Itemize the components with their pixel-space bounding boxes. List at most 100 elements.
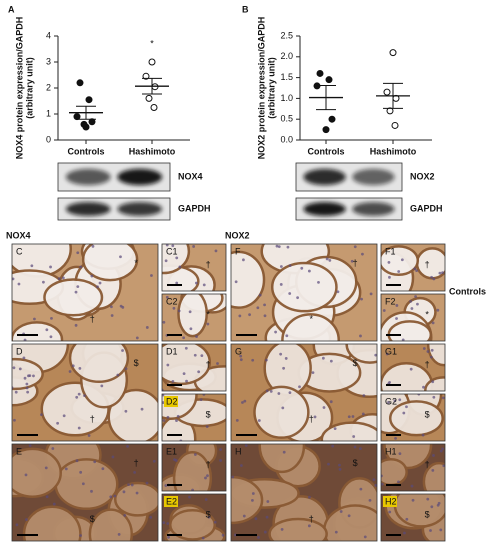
follicle	[177, 294, 208, 338]
y-tick-label: 0.0	[280, 134, 293, 144]
tissue	[162, 344, 226, 391]
blot-label: GAPDH	[178, 203, 211, 213]
nucleus	[175, 281, 179, 285]
error-bar	[142, 77, 162, 95]
nucleus	[280, 527, 284, 531]
nucleus	[441, 271, 444, 275]
nucleus	[64, 467, 68, 471]
nucleus	[414, 295, 417, 298]
x-tick-label: Controls	[68, 146, 105, 156]
nucleus	[409, 367, 413, 371]
nucleus	[193, 453, 197, 456]
nucleus	[51, 447, 55, 450]
nucleus	[243, 399, 247, 403]
nucleus	[327, 462, 330, 466]
nucleus	[382, 309, 386, 312]
nucleus	[182, 372, 186, 376]
nucleus	[98, 281, 102, 285]
blot-label: NOX2	[410, 171, 435, 181]
nucleus	[430, 505, 434, 509]
follicle	[281, 313, 340, 341]
nucleus	[387, 260, 391, 264]
structure-mark: $	[206, 410, 211, 420]
nucleus	[279, 265, 283, 268]
panel-label: E	[16, 446, 22, 456]
structure-mark: †	[425, 260, 430, 270]
tissue	[162, 294, 226, 341]
nucleus	[165, 295, 169, 299]
nucleus	[171, 244, 175, 248]
nucleus	[135, 336, 139, 340]
structure-mark: †	[309, 414, 314, 424]
nucleus	[263, 314, 267, 318]
follicle	[22, 505, 82, 541]
y-tick-label: 4	[46, 30, 51, 40]
structure-mark: †	[206, 360, 211, 370]
nucleus	[242, 514, 246, 518]
nucleus	[258, 293, 262, 297]
row-label: Controls	[449, 286, 486, 296]
nucleus	[140, 407, 144, 411]
nucleus	[439, 528, 443, 532]
nucleus	[282, 366, 286, 370]
data-point	[148, 58, 156, 66]
nucleus	[205, 425, 209, 428]
nucleus	[12, 277, 15, 281]
nucleus	[74, 290, 78, 294]
nucleus	[311, 371, 315, 375]
nucleus	[75, 395, 79, 399]
micrograph: G1 †	[380, 343, 446, 392]
panel-label: D	[16, 346, 23, 356]
x-tick-label: Hashimoto	[370, 146, 417, 156]
nucleus	[432, 277, 436, 281]
blot-band	[303, 168, 346, 186]
nucleus	[300, 266, 304, 270]
data-point	[322, 126, 330, 134]
nucleus	[192, 245, 196, 248]
nucleus	[387, 401, 390, 404]
nucleus	[422, 385, 425, 389]
panel-label: G	[235, 346, 242, 356]
nucleus	[135, 491, 139, 495]
micrograph: E1 †	[161, 443, 227, 492]
structure-mark: *	[206, 310, 210, 320]
nucleus	[298, 385, 301, 389]
tissue	[381, 294, 445, 341]
nucleus	[369, 292, 373, 296]
nucleus	[145, 326, 149, 329]
nucleus	[77, 392, 81, 396]
significance-mark: *	[150, 38, 154, 48]
data-point	[142, 72, 150, 80]
nucleus	[288, 264, 292, 268]
y-axis-label: (arbitrary unit)	[24, 57, 34, 119]
nucleus	[416, 302, 419, 306]
panel-border	[161, 343, 227, 392]
panel-label: F	[235, 246, 241, 256]
nucleus	[266, 500, 270, 503]
micrograph: F1 †	[380, 243, 446, 292]
structure-mark: †	[206, 460, 211, 470]
nucleus	[76, 285, 80, 289]
nucleus	[189, 327, 193, 331]
nucleus	[25, 518, 28, 521]
nucleus	[397, 270, 401, 273]
nucleus	[175, 419, 178, 422]
micrograph: D $ †	[11, 343, 159, 442]
y-tick-label: 1	[46, 108, 51, 118]
panel-border	[380, 243, 446, 292]
nucleus	[123, 514, 127, 517]
nucleus	[167, 535, 170, 539]
nucleus	[164, 259, 168, 263]
structure-mark: $	[425, 410, 430, 420]
panel-border	[380, 293, 446, 342]
nucleus	[40, 413, 43, 417]
nucleus	[45, 495, 49, 499]
nucleus	[251, 358, 255, 362]
nucleus	[18, 367, 22, 371]
nucleus	[363, 535, 367, 539]
nucleus	[221, 533, 225, 537]
nucleus	[33, 317, 36, 321]
nucleus	[149, 515, 153, 519]
data-point	[150, 104, 158, 111]
nucleus	[162, 394, 165, 397]
